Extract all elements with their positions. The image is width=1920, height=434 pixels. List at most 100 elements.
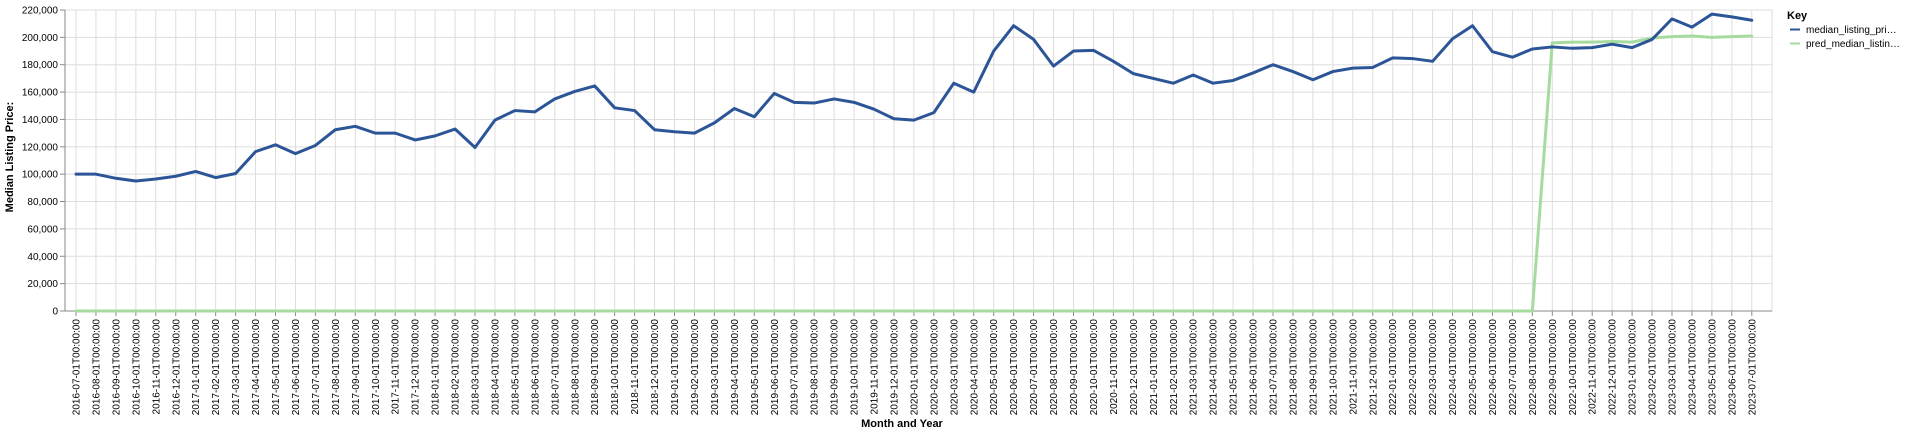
x-tick-label: 2019-04-01T00:00:00 (730, 319, 741, 416)
x-tick-label: 2017-01-01T00:00:00 (191, 319, 202, 416)
x-tick-label: 2018-12-01T00:00:00 (650, 319, 661, 416)
legend-label: median_listing_pri… (1806, 25, 1897, 36)
x-tick-label: 2020-03-01T00:00:00 (949, 319, 960, 416)
y-tick-label: 40,000 (27, 252, 58, 263)
x-tick-label: 2020-04-01T00:00:00 (969, 319, 980, 416)
x-tick-label: 2019-09-01T00:00:00 (830, 319, 841, 416)
x-tick-label: 2020-05-01T00:00:00 (989, 319, 1000, 416)
x-tick-label: 2019-07-01T00:00:00 (790, 319, 801, 416)
x-tick-label: 2021-02-01T00:00:00 (1169, 319, 1180, 416)
series-line-pred-median-listing-price (74, 34, 1754, 313)
x-tick-label: 2019-10-01T00:00:00 (850, 319, 861, 416)
x-tick-label: 2022-04-01T00:00:00 (1448, 319, 1459, 416)
x-tick-label: 2022-12-01T00:00:00 (1608, 319, 1619, 416)
x-tick-label: 2019-06-01T00:00:00 (770, 319, 781, 416)
y-tick-label: 160,000 (22, 88, 59, 99)
y-tick-label: 200,000 (22, 33, 59, 44)
series-lines (74, 12, 1754, 313)
x-tick-label: 2021-03-01T00:00:00 (1189, 319, 1200, 416)
x-tick-label: 2022-05-01T00:00:00 (1468, 319, 1479, 416)
x-tick-label: 2018-06-01T00:00:00 (530, 319, 541, 416)
x-tick-label: 2018-04-01T00:00:00 (490, 319, 501, 416)
x-tick-label: 2019-12-01T00:00:00 (889, 319, 900, 416)
y-tick-label: 100,000 (22, 170, 59, 181)
x-tick-label: 2023-01-01T00:00:00 (1628, 319, 1639, 416)
x-tick-label: 2020-06-01T00:00:00 (1009, 319, 1020, 416)
x-tick-label: 2022-11-01T00:00:00 (1588, 319, 1599, 415)
x-tick-label: 2021-06-01T00:00:00 (1249, 319, 1260, 416)
x-tick-label: 2020-10-01T00:00:00 (1089, 319, 1100, 416)
y-tick-label: 60,000 (27, 224, 58, 235)
y-axis: 0 20,000 40,000 60,000 80,000 100,000 120,000 1… (22, 6, 66, 318)
x-axis-title: Month and Year (861, 418, 943, 430)
y-axis-title: Median Listing Price: (4, 102, 16, 213)
x-tick-label: 2022-06-01T00:00:00 (1488, 319, 1499, 416)
y-tick-label: 80,000 (27, 197, 58, 208)
series-line-median-listing-price (74, 12, 1754, 183)
x-tick-label: 2021-10-01T00:00:00 (1328, 319, 1339, 416)
x-tick-label: 2022-02-01T00:00:00 (1408, 319, 1419, 416)
x-tick-label: 2023-06-01T00:00:00 (1727, 319, 1738, 416)
x-tick-label: 2020-08-01T00:00:00 (1049, 319, 1060, 416)
x-tick-label: 2022-09-01T00:00:00 (1548, 319, 1559, 416)
x-tick-label: 2018-02-01T00:00:00 (451, 319, 462, 416)
x-tick-label: 2020-12-01T00:00:00 (1129, 319, 1140, 416)
x-tick-label: 2018-01-01T00:00:00 (431, 319, 442, 416)
x-tick-label: 2020-01-01T00:00:00 (909, 319, 920, 416)
x-tick-label: 2023-04-01T00:00:00 (1687, 319, 1698, 416)
x-tick-label: 2018-09-01T00:00:00 (590, 319, 601, 416)
x-tick-label: 2021-11-01T00:00:00 (1348, 319, 1359, 415)
x-tick-label: 2018-03-01T00:00:00 (471, 319, 482, 416)
legend: Key median_listing_pri… pred_median_listi… (1787, 10, 1900, 50)
x-tick-label: 2018-07-01T00:00:00 (550, 319, 561, 416)
x-tick-label: 2023-02-01T00:00:00 (1648, 319, 1659, 416)
x-tick-label: 2022-08-01T00:00:00 (1528, 319, 1539, 416)
x-tick-label: 2017-05-01T00:00:00 (271, 319, 282, 416)
x-tick-label: 2016-09-01T00:00:00 (111, 319, 122, 416)
x-tick-label: 2016-07-01T00:00:00 (72, 319, 83, 416)
x-tick-label: 2022-01-01T00:00:00 (1388, 319, 1399, 416)
x-tick-label: 2016-08-01T00:00:00 (91, 319, 102, 416)
x-tick-label: 2017-02-01T00:00:00 (211, 319, 222, 416)
legend-label: pred_median_listin… (1806, 39, 1900, 50)
x-tick-label: 2021-08-01T00:00:00 (1288, 319, 1299, 416)
x-tick-label: 2018-11-01T00:00:00 (630, 319, 641, 415)
y-tick-label: 120,000 (22, 142, 59, 153)
x-tick-label: 2021-07-01T00:00:00 (1269, 319, 1280, 416)
x-tick-label: 2018-05-01T00:00:00 (510, 319, 521, 416)
x-tick-label: 2021-04-01T00:00:00 (1209, 319, 1220, 416)
x-tick-label: 2023-07-01T00:00:00 (1747, 319, 1758, 416)
y-tick-label: 140,000 (22, 115, 59, 126)
x-tick-label: 2023-03-01T00:00:00 (1668, 319, 1679, 416)
x-tick-label: 2019-03-01T00:00:00 (710, 319, 721, 416)
x-tick-label: 2017-07-01T00:00:00 (311, 319, 322, 416)
x-tick-label: 2023-05-01T00:00:00 (1707, 319, 1718, 416)
x-tick-label: 2021-05-01T00:00:00 (1229, 319, 1240, 416)
x-tick-label: 2019-01-01T00:00:00 (670, 319, 681, 416)
legend-title: Key (1787, 10, 1808, 22)
x-tick-label: 2022-07-01T00:00:00 (1508, 319, 1519, 416)
x-tick-label: 2020-09-01T00:00:00 (1069, 319, 1080, 416)
x-tick-label: 2019-08-01T00:00:00 (810, 319, 821, 416)
y-tick-label: 20,000 (27, 279, 58, 290)
y-tick-label: 0 (52, 307, 58, 318)
x-tick-label: 2018-10-01T00:00:00 (610, 319, 621, 416)
x-tick-label: 2017-12-01T00:00:00 (411, 319, 422, 416)
x-tick-label: 2020-07-01T00:00:00 (1029, 319, 1040, 416)
x-tick-label: 2021-09-01T00:00:00 (1308, 319, 1319, 416)
x-tick-label: 2017-10-01T00:00:00 (371, 319, 382, 416)
x-tick-label: 2020-02-01T00:00:00 (929, 319, 940, 416)
x-tick-label: 2019-02-01T00:00:00 (690, 319, 701, 416)
x-tick-label: 2017-08-01T00:00:00 (331, 319, 342, 416)
x-tick-label: 2016-10-01T00:00:00 (131, 319, 142, 416)
x-tick-label: 2021-01-01T00:00:00 (1149, 319, 1160, 416)
x-tick-label: 2017-09-01T00:00:00 (351, 319, 362, 416)
x-tick-label: 2018-08-01T00:00:00 (570, 319, 581, 416)
x-tick-label: 2022-03-01T00:00:00 (1428, 319, 1439, 416)
x-tick-label: 2020-11-01T00:00:00 (1109, 319, 1120, 415)
x-tick-label: 2017-06-01T00:00:00 (291, 319, 302, 416)
y-tick-label: 180,000 (22, 60, 59, 71)
x-tick-label: 2019-05-01T00:00:00 (750, 319, 761, 416)
x-tick-label: 2022-10-01T00:00:00 (1568, 319, 1579, 416)
